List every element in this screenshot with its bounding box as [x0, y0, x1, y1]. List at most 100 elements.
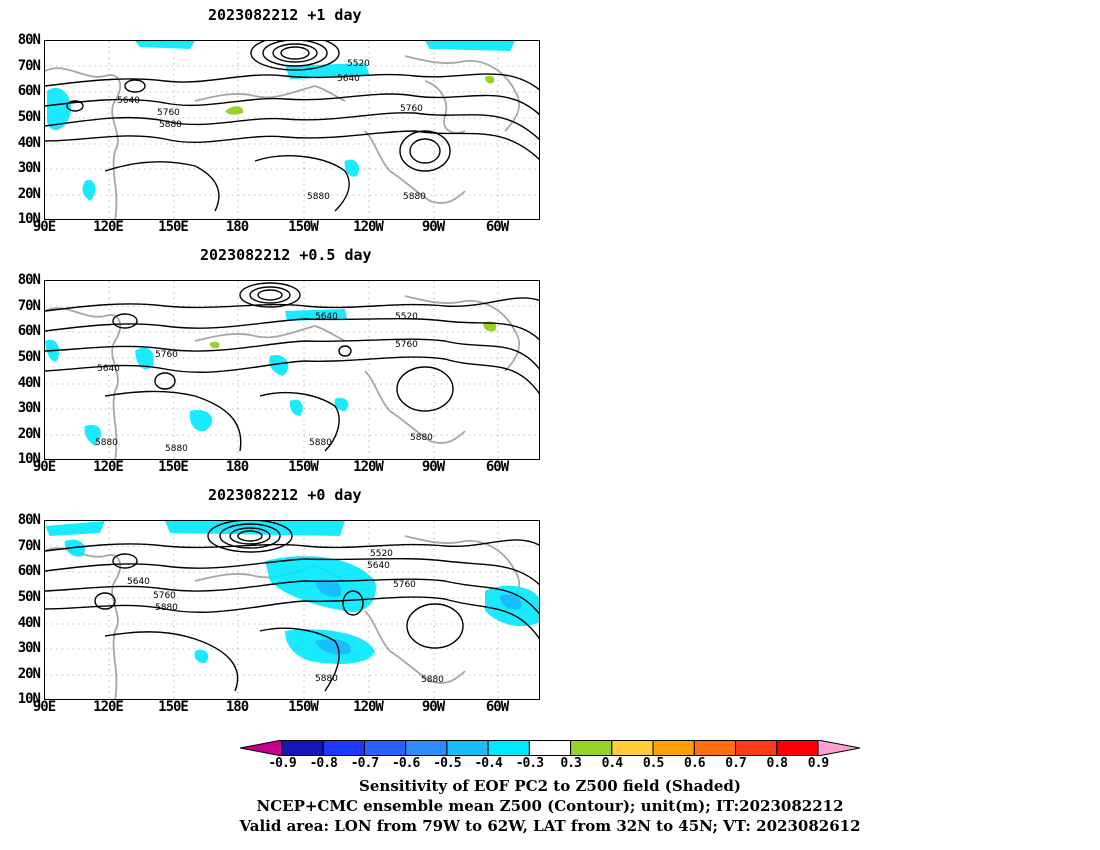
colorbar-swatch: [487, 740, 530, 756]
lat-label: 40N: [17, 135, 41, 151]
lat-label: 60N: [17, 323, 41, 339]
map-panel-2: 5640 5520 5760 5760 5640 5880 5880 5880 …: [44, 280, 540, 460]
contour-label: 5880: [159, 120, 182, 130]
z500-contours: [45, 521, 539, 692]
lat-label: 20N: [17, 666, 41, 682]
shading-positive: [225, 75, 495, 115]
lat-label: 70N: [17, 538, 41, 554]
colorbar-left-arrow: [239, 739, 283, 757]
lon-label: 150W: [288, 699, 319, 715]
contour-label: 5880: [165, 444, 188, 454]
shading: [45, 309, 349, 446]
contour-label: 5880: [410, 433, 433, 443]
lat-label: 50N: [17, 109, 41, 125]
lon-label: 180: [225, 459, 249, 475]
colorbar-svg: [239, 739, 861, 757]
gridlines: [45, 521, 539, 699]
lat-label: 50N: [17, 589, 41, 605]
contour-label: 5760: [157, 108, 180, 118]
colorbar-swatch: [570, 740, 613, 756]
colorbar-tick-label: 0.3: [560, 756, 582, 771]
lat-label: 60N: [17, 563, 41, 579]
contour-labels: 5520 5640 5640 5760 5760 5880 5880 5880: [117, 59, 426, 202]
coastlines: [45, 55, 520, 219]
contour-label: 5880: [155, 603, 178, 613]
colorbar-swatch: [405, 740, 448, 756]
colorbar-tick-label: 0.9: [807, 756, 830, 771]
lat-label: 10N: [17, 691, 41, 707]
colorbar-tick-label: 0.5: [642, 756, 665, 771]
colorbar-swatch: [611, 740, 654, 756]
lon-label: 90E: [32, 219, 56, 235]
contour-label: 5880: [403, 192, 426, 202]
lat-label: 40N: [17, 615, 41, 631]
lon-label: 120W: [353, 699, 384, 715]
contour-label: 5760: [153, 591, 176, 601]
contour-label: 5880: [309, 438, 332, 448]
lon-label: 120E: [93, 699, 124, 715]
map-panel-2-svg: 5640 5520 5760 5760 5640 5880 5880 5880 …: [45, 281, 539, 459]
contour-label: 5880: [95, 438, 118, 448]
colorbar-swatch: [446, 740, 489, 756]
colorbar-swatch: [652, 740, 695, 756]
lon-label: 150E: [158, 459, 189, 475]
contour-labels: 5640 5520 5760 5760 5640 5880 5880 5880 …: [95, 312, 433, 454]
lon-label: 60W: [485, 459, 509, 475]
contour-label: 5640: [315, 312, 338, 322]
colorbar-swatch: [322, 740, 365, 756]
colorbar-tick-label: -0.9: [268, 756, 296, 771]
caption-line-1: Sensitivity of EOF PC2 to Z500 field (Sh…: [359, 777, 741, 795]
colorbar-tick-label: -0.6: [392, 756, 420, 771]
colorbar-tick-label: -0.7: [350, 756, 379, 771]
colorbar: [239, 739, 861, 757]
contour-label: 5640: [337, 74, 360, 84]
lat-label: 10N: [17, 451, 41, 467]
lon-label: 180: [225, 219, 249, 235]
shading-mid: [315, 579, 522, 655]
contour-label: 5880: [315, 674, 338, 684]
colorbar-tick-label: -0.8: [309, 756, 338, 771]
shading: [45, 521, 539, 664]
lat-label: 20N: [17, 426, 41, 442]
lat-label: 80N: [17, 512, 41, 528]
contour-label: 5640: [117, 96, 140, 106]
colorbar-right-arrow: [817, 739, 861, 757]
lat-label: 70N: [17, 58, 41, 74]
colorbar-swatch: [735, 740, 778, 756]
panel-3-title: 2023082212 +0 day: [208, 486, 362, 504]
lon-label: 60W: [485, 219, 509, 235]
lat-label: 70N: [17, 298, 41, 314]
lat-label: 60N: [17, 83, 41, 99]
lon-label: 90W: [421, 699, 445, 715]
contour-label: 5760: [395, 340, 418, 350]
contour-label: 5760: [400, 104, 423, 114]
colorbar-tick-label: -0.3: [515, 756, 544, 771]
contour-labels: 5520 5640 5640 5760 5760 5880 5880 5880: [127, 549, 444, 685]
colorbar-tick-label: 0.4: [601, 756, 624, 771]
lon-label: 120E: [93, 459, 124, 475]
panel-2-title: 2023082212 +0.5 day: [200, 246, 372, 264]
lat-label: 30N: [17, 400, 41, 416]
contour-label: 5640: [97, 364, 120, 374]
shading: [47, 41, 515, 201]
lat-label: 80N: [17, 32, 41, 48]
colorbar-tick-label: -0.5: [433, 756, 461, 771]
lat-label: 30N: [17, 640, 41, 656]
colorbar-swatch: [528, 740, 572, 756]
map-panel-3: 5520 5640 5640 5760 5760 5880 5880 5880: [44, 520, 540, 700]
caption-line-2: NCEP+CMC ensemble mean Z500 (Contour); u…: [256, 797, 844, 815]
z500-contours: [45, 282, 539, 452]
lon-label: 150W: [288, 219, 319, 235]
lat-label: 40N: [17, 375, 41, 391]
colorbar-swatch: [363, 740, 407, 756]
map-panel-1-svg: 5520 5640 5640 5760 5760 5880 5880 5880: [45, 41, 539, 219]
z500-contours: [45, 41, 539, 212]
colorbar-swatch: [776, 740, 819, 756]
lon-label: 120W: [353, 219, 384, 235]
lon-label: 90W: [421, 459, 445, 475]
lon-label: 180: [225, 699, 249, 715]
lat-label: 10N: [17, 211, 41, 227]
lat-label: 80N: [17, 272, 41, 288]
lon-label: 90E: [32, 699, 56, 715]
contour-label: 5760: [155, 350, 178, 360]
